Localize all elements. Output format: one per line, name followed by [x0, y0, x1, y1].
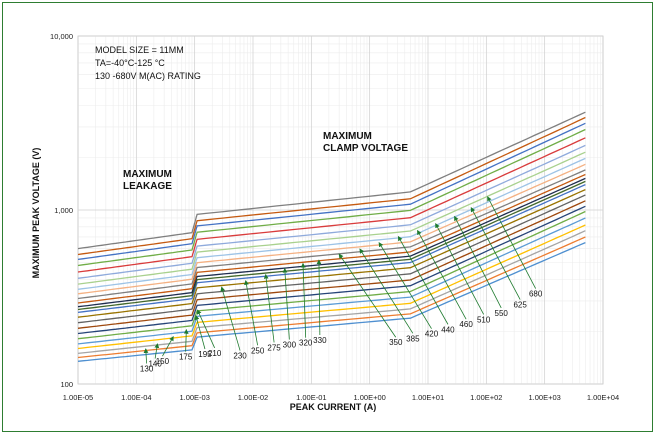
series-line-175 [77, 224, 586, 350]
clamp-label-line1: MAXIMUM [323, 131, 372, 142]
label-arrow-140 [154, 343, 160, 359]
series-label-625: 625 [513, 301, 527, 310]
series-label-385: 385 [406, 334, 420, 343]
region-label-leakage: MAXIMUM LEAKAGE [123, 169, 172, 192]
label-arrow-195 [194, 314, 206, 350]
series-label-195: 195 [198, 350, 212, 359]
series-line-140 [77, 236, 586, 359]
leakage-label-line2: LEAKAGE [123, 181, 172, 192]
series-line-extra-23 [77, 111, 586, 250]
series-line-385 [77, 173, 586, 304]
label-arrow-250 [244, 279, 259, 346]
label-arrow-150 [162, 336, 174, 357]
label-arrow-175 [183, 328, 189, 352]
series-line-250 [77, 200, 586, 329]
label-arrow-460 [417, 229, 467, 320]
series-line-510 [77, 151, 586, 285]
y-tick-label: 10,000 [50, 32, 73, 41]
grid [77, 35, 604, 385]
x-tick-label: 1.00E+02 [470, 393, 502, 402]
series-line-extra-21 [77, 122, 586, 261]
series-line-550 [77, 144, 586, 279]
x-tick-labels: 1.00E-05 1.00E-04 1.00E-03 1.00E-02 1.00E-01… [63, 393, 619, 402]
y-axis-title: MAXIMUM PEAK VOLTAGE (V) [31, 148, 41, 279]
x-tick-label: 1.00E+03 [529, 393, 561, 402]
x-tick-label: 1.00E-02 [238, 393, 268, 402]
series-line-extra-22 [77, 116, 586, 256]
y-tick-label: 1,000 [54, 206, 73, 215]
series-label-175: 175 [179, 353, 193, 362]
label-arrow-210 [196, 309, 216, 349]
x-tick-label: 1.00E-04 [121, 393, 151, 402]
note-model-size: MODEL SIZE = 11MM [95, 45, 184, 55]
y-tick-labels: 10,000 1,000 100 [50, 32, 73, 389]
series-line-330 [77, 180, 586, 311]
series-line-300 [77, 189, 586, 318]
series-line-440 [77, 163, 586, 295]
series-label-440: 440 [441, 325, 455, 334]
series-line-130 [77, 242, 586, 362]
series-label-330: 330 [313, 336, 327, 345]
series-label-140: 140 [148, 360, 162, 369]
label-arrow-625 [470, 207, 521, 300]
series-label-350: 350 [389, 338, 403, 347]
series-label-420: 420 [425, 330, 439, 339]
series-label-210: 210 [208, 349, 222, 358]
notes-block: MODEL SIZE = 11MM TA=-40°C-125 °C 130 -6… [95, 45, 201, 81]
series-label-275: 275 [267, 343, 281, 352]
series-label-510: 510 [477, 315, 491, 324]
series-lines [77, 111, 586, 362]
x-axis-title: PEAK CURRENT (A) [290, 402, 377, 412]
y-tick-label: 100 [60, 380, 73, 389]
series-line-275 [77, 194, 586, 324]
clamp-label-line2: CLAMP VOLTAGE [323, 143, 408, 154]
label-arrow-330 [316, 259, 322, 336]
label-arrow-300 [282, 267, 290, 340]
label-arrow-230 [220, 286, 241, 351]
leakage-label-line1: MAXIMUM [123, 169, 172, 180]
series-line-460 [77, 157, 586, 290]
series-label-550: 550 [495, 309, 509, 318]
series-label-320: 320 [299, 339, 313, 348]
series-label-250: 250 [251, 346, 265, 355]
series-line-150 [77, 230, 586, 355]
label-arrow-275 [263, 273, 275, 343]
x-tick-label: 1.00E-03 [179, 393, 209, 402]
note-rating: 130 -680V M(AC) RATING [95, 71, 201, 81]
chart-frame: 130 140 150 175 195 210 230 250 275 300 320 330 350 3… [2, 2, 653, 432]
x-tick-label: 1.00E+00 [354, 393, 386, 402]
label-arrow-320 [300, 262, 307, 338]
series-label-460: 460 [459, 320, 473, 329]
label-arrow-680 [487, 196, 536, 289]
series-line-420 [77, 169, 586, 300]
x-tick-label: 1.00E-05 [63, 393, 93, 402]
x-tick-label: 1.00E-01 [296, 393, 326, 402]
label-arrow-385 [359, 248, 414, 334]
label-arrow-420 [378, 241, 432, 329]
note-temperature: TA=-40°C-125 °C [95, 58, 165, 68]
x-tick-label: 1.00E+01 [412, 393, 444, 402]
series-label-680: 680 [529, 290, 543, 299]
label-arrow-440 [397, 235, 449, 325]
label-arrow-130 [143, 348, 149, 364]
series-line-320 [77, 184, 586, 314]
series-label-230: 230 [233, 352, 247, 361]
label-arrow-510 [435, 223, 485, 315]
series-line-350 [77, 177, 586, 308]
series-line-625 [77, 137, 586, 273]
x-tick-label: 1.00E+04 [587, 393, 619, 402]
series-label-300: 300 [283, 341, 297, 350]
series-label-150: 150 [156, 357, 170, 366]
series-line-230 [77, 205, 586, 335]
label-arrow-550 [454, 215, 502, 309]
series-line-680 [77, 128, 586, 267]
region-label-clamp: MAXIMUM CLAMP VOLTAGE [323, 131, 408, 154]
label-arrow-350 [338, 253, 397, 338]
series-label-130: 130 [140, 364, 154, 373]
